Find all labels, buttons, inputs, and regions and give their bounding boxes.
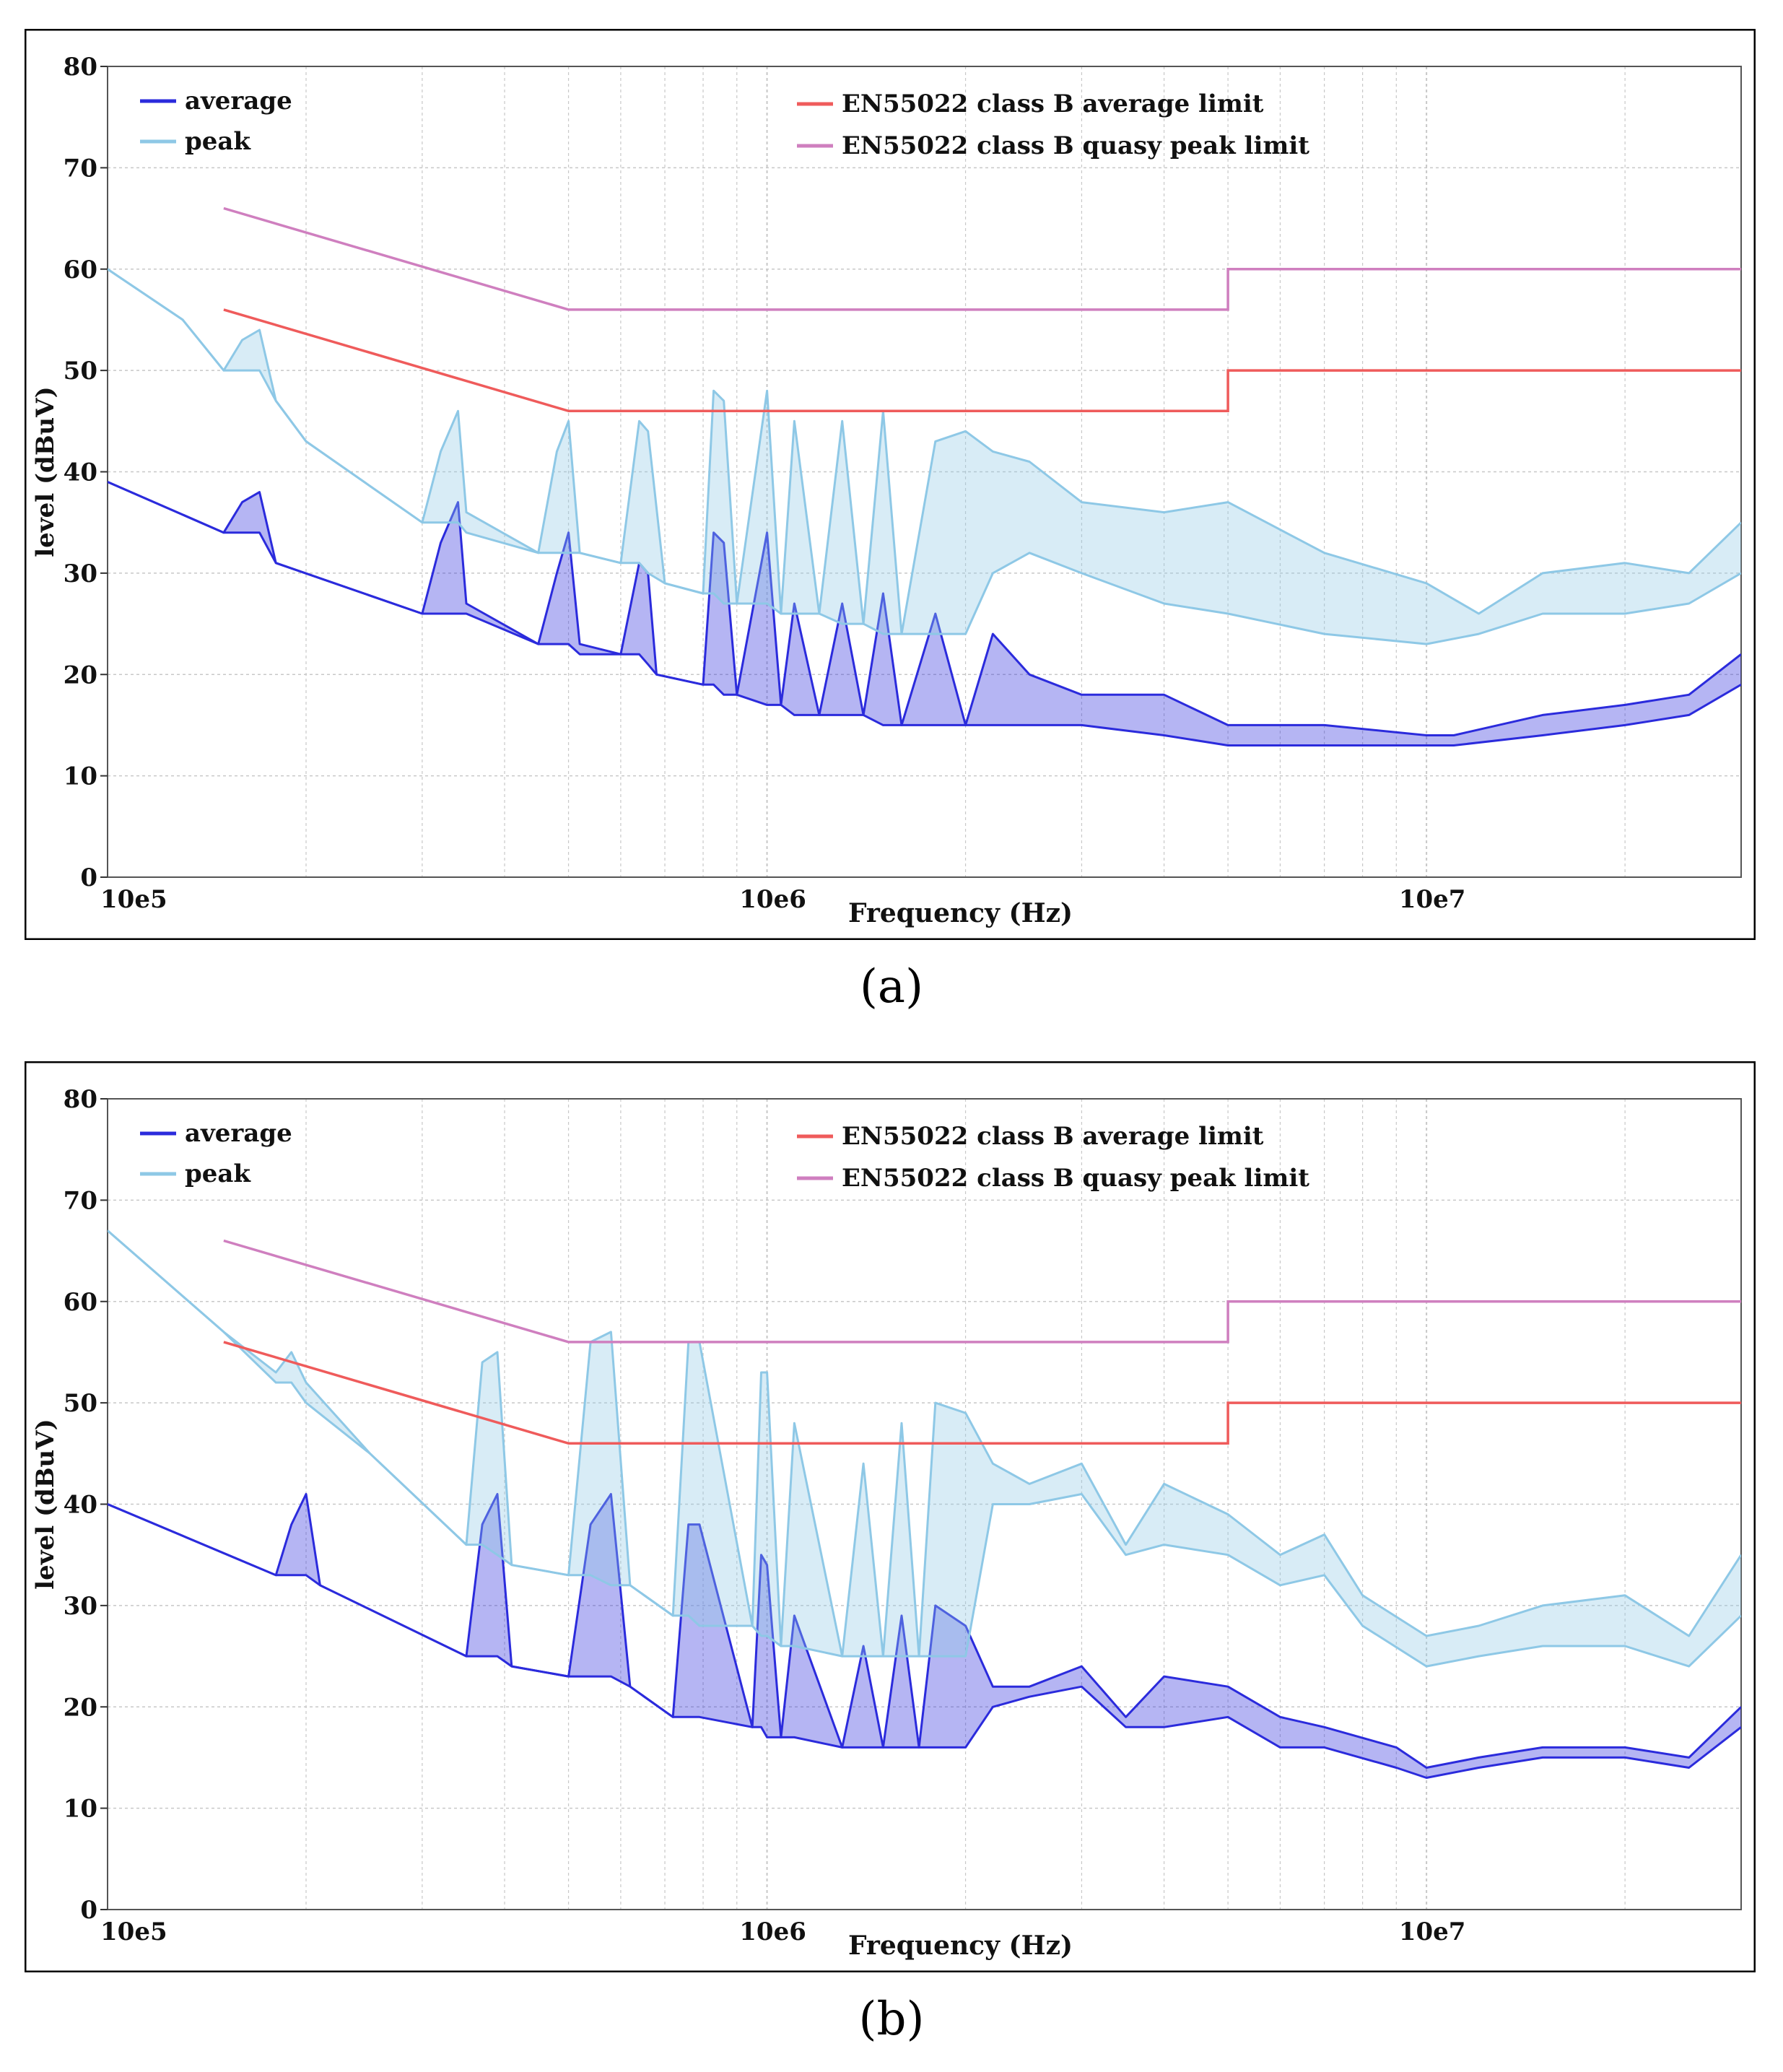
series-line (223, 1239, 1741, 1344)
chart-svg-a: 0 10 20 30 40 50 60 70 80 10e5 10e6 10e7 Frequency (… (25, 29, 1756, 940)
y-tick-label: 60 (64, 256, 97, 284)
series-line (108, 1229, 1741, 1658)
y-tick-label: 40 (64, 1491, 97, 1520)
y-tick-label: 80 (64, 1085, 97, 1114)
legend-label: EN55022 class B quasy peak limit (842, 1164, 1309, 1193)
series-line (223, 308, 1741, 413)
series-line (223, 206, 1741, 311)
x-tick-label: 10e6 (739, 1918, 806, 1946)
series-group (108, 1229, 1741, 1779)
series-en55022-class-b-average-limit (223, 308, 1741, 413)
y-tick-label: 0 (80, 863, 97, 892)
series-line-min (108, 481, 1741, 746)
series-en55022-class-b-quasy-peak-limit (223, 206, 1741, 311)
y-tick-label: 50 (64, 357, 97, 386)
series-band (108, 1230, 1741, 1667)
y-tick-label: 40 (64, 458, 97, 487)
series-line (223, 1341, 1741, 1445)
y-tick-label: 70 (64, 154, 97, 183)
series-peak (108, 1229, 1741, 1668)
y-tick-label: 10 (64, 762, 97, 791)
legend-label: average (185, 1119, 292, 1148)
chart-svg-b: 0 10 20 30 40 50 60 70 80 10e5 10e6 10e7 Frequency (… (25, 1061, 1756, 1972)
x-tick-label: 10e5 (100, 1918, 167, 1946)
outer-frame (25, 1061, 1756, 1972)
legend-right: EN55022 class B average limit EN55022 cla… (797, 90, 1309, 160)
series-average (108, 481, 1741, 746)
y-tick-label: 80 (64, 53, 97, 82)
series-peak (108, 268, 1741, 645)
legend-label: peak (185, 127, 251, 156)
y-tick-label: 50 (64, 1389, 97, 1418)
x-axis-label: Frequency (Hz) (848, 898, 1073, 928)
chart-panel-b: 0 10 20 30 40 50 60 70 80 10e5 10e6 10e7 Frequency (… (25, 1061, 1756, 1972)
series-band (108, 269, 1741, 645)
legend-right: EN55022 class B average limit EN55022 cla… (797, 1122, 1309, 1193)
x-tick-label: 10e7 (1399, 885, 1466, 914)
x-tick-label: 10e5 (100, 885, 167, 914)
caption-b: (b) (858, 1993, 925, 2046)
y-tick-label: 20 (64, 1693, 97, 1722)
x-tick-label: 10e6 (739, 885, 806, 914)
y-tick-label: 70 (64, 1186, 97, 1215)
series-line (108, 481, 1741, 736)
legend-label: EN55022 class B quasy peak limit (842, 131, 1309, 160)
legend-label: peak (185, 1159, 251, 1188)
series-line-min (108, 1229, 1741, 1668)
series-band (108, 1494, 1741, 1778)
series-en55022-class-b-quasy-peak-limit (223, 1239, 1741, 1344)
legend-label: EN55022 class B average limit (842, 1122, 1264, 1151)
x-tick-label: 10e7 (1399, 1918, 1466, 1946)
series-en55022-class-b-average-limit (223, 1341, 1741, 1445)
y-tick-label: 30 (64, 560, 97, 588)
series-average (108, 1493, 1741, 1779)
y-tick-label: 30 (64, 1592, 97, 1621)
legend-left: average peak (140, 87, 292, 156)
y-axis-label: level (dBuV) (31, 1419, 60, 1589)
y-tick-label: 10 (64, 1795, 97, 1824)
series-group (108, 206, 1741, 746)
caption-a: (a) (859, 960, 924, 1014)
series-line-min (108, 1503, 1741, 1779)
legend-label: average (185, 87, 292, 116)
y-axis-label: level (dBuV) (31, 386, 60, 557)
chart-panel-a: 0 10 20 30 40 50 60 70 80 10e5 10e6 10e7 Frequency (… (25, 29, 1756, 940)
legend-label: EN55022 class B average limit (842, 90, 1264, 118)
y-tick-label: 0 (80, 1896, 97, 1925)
legend-left: average peak (140, 1119, 292, 1188)
y-tick-label: 60 (64, 1288, 97, 1317)
x-axis-label: Frequency (Hz) (848, 1930, 1073, 1961)
series-line-min (108, 268, 1741, 645)
y-tick-label: 20 (64, 661, 97, 689)
